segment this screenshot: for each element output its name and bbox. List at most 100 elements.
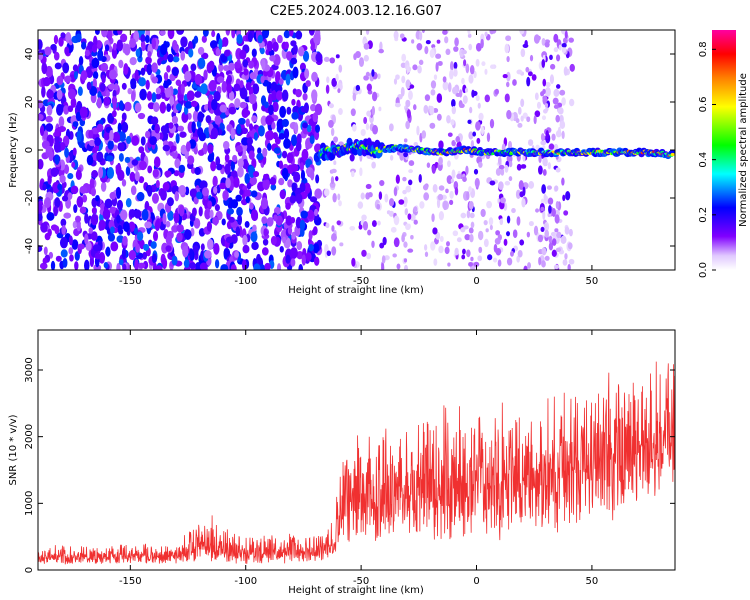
colorbar-tick-label: 0.0 bbox=[698, 262, 709, 278]
noise-cell bbox=[544, 41, 550, 48]
noise-cell bbox=[167, 53, 174, 63]
noise-cell bbox=[338, 64, 343, 73]
noise-cell bbox=[371, 69, 375, 77]
noise-cell bbox=[551, 207, 556, 217]
noise-cell bbox=[295, 30, 303, 40]
noise-cell bbox=[234, 251, 240, 258]
noise-cell bbox=[561, 130, 565, 140]
noise-cell bbox=[161, 257, 168, 270]
noise-cell bbox=[456, 173, 462, 180]
noise-cell bbox=[262, 238, 269, 246]
noise-cell bbox=[303, 182, 311, 194]
spectrogram-y-ticks: -40 -20 0 20 40 bbox=[24, 48, 675, 254]
noise-cell bbox=[160, 130, 169, 143]
noise-cell bbox=[237, 166, 244, 178]
noise-cell bbox=[435, 231, 441, 240]
noise-cell bbox=[59, 174, 66, 184]
noise-cell bbox=[450, 119, 455, 126]
noise-cell bbox=[124, 101, 132, 112]
noise-cell bbox=[68, 247, 74, 255]
noise-cell bbox=[483, 219, 488, 226]
noise-cell bbox=[430, 89, 436, 96]
noise-cell bbox=[461, 49, 467, 55]
noise-cell bbox=[329, 57, 336, 64]
noise-cell bbox=[393, 30, 399, 40]
noise-cell bbox=[295, 141, 302, 152]
noise-cell bbox=[118, 131, 126, 142]
noise-cell bbox=[60, 32, 66, 39]
noise-cell bbox=[184, 71, 192, 82]
noise-cell bbox=[93, 35, 98, 47]
noise-cell bbox=[56, 103, 64, 116]
noise-cell bbox=[164, 87, 172, 98]
noise-cell bbox=[315, 124, 320, 133]
noise-cell bbox=[251, 48, 257, 58]
noise-cell bbox=[241, 137, 250, 146]
noise-cell bbox=[46, 89, 54, 99]
y-tick-label: 40 bbox=[24, 48, 35, 61]
noise-cell bbox=[413, 104, 417, 111]
noise-cell bbox=[531, 74, 537, 81]
noise-cell bbox=[218, 182, 227, 190]
noise-cell bbox=[542, 157, 548, 167]
noise-cell bbox=[562, 259, 568, 266]
noise-cell bbox=[237, 158, 244, 168]
noise-cell bbox=[358, 224, 363, 230]
noise-cell bbox=[469, 233, 474, 243]
noise-cell bbox=[109, 129, 114, 142]
noise-cell bbox=[516, 255, 520, 263]
noise-cell bbox=[58, 36, 64, 47]
noise-cell bbox=[395, 74, 400, 80]
noise-cell bbox=[544, 255, 550, 261]
noise-cell bbox=[505, 35, 512, 42]
noise-cell bbox=[194, 91, 202, 98]
noise-cell bbox=[275, 71, 281, 81]
noise-cell bbox=[206, 221, 212, 232]
spectrogram-x-ticks: -150 -100 -50 0 50 bbox=[119, 30, 598, 287]
noise-cell bbox=[168, 122, 174, 129]
noise-cell bbox=[91, 207, 97, 215]
y-tick-label: 20 bbox=[24, 96, 35, 109]
noise-cell bbox=[103, 96, 111, 107]
noise-cell bbox=[138, 176, 145, 184]
noise-cell bbox=[325, 84, 330, 94]
noise-cell bbox=[41, 86, 46, 98]
noise-cell bbox=[256, 152, 264, 161]
noise-cell bbox=[126, 135, 132, 145]
noise-cell bbox=[445, 48, 451, 56]
noise-cell bbox=[76, 196, 84, 208]
noise-cell bbox=[371, 161, 376, 169]
noise-cell bbox=[497, 156, 502, 166]
noise-cell bbox=[506, 81, 510, 88]
noise-cell bbox=[187, 112, 192, 120]
noise-cell bbox=[43, 197, 52, 209]
noise-cell bbox=[444, 246, 450, 255]
noise-cell bbox=[393, 215, 400, 226]
noise-cell bbox=[553, 264, 560, 270]
noise-cell bbox=[555, 114, 560, 123]
noise-cell bbox=[134, 102, 142, 113]
noise-cell bbox=[70, 185, 79, 195]
noise-cell bbox=[279, 245, 284, 253]
noise-cell bbox=[107, 233, 116, 242]
noise-cell bbox=[257, 147, 262, 155]
noise-cell bbox=[298, 264, 304, 270]
noise-cell bbox=[269, 55, 276, 62]
noise-cell bbox=[561, 97, 566, 106]
noise-cell bbox=[164, 170, 172, 177]
noise-cell bbox=[506, 257, 513, 266]
noise-cell bbox=[77, 243, 85, 250]
noise-cell bbox=[121, 247, 127, 260]
noise-cell bbox=[104, 198, 113, 209]
noise-cell bbox=[484, 68, 488, 75]
noise-cell bbox=[118, 59, 124, 69]
noise-cell bbox=[91, 170, 99, 179]
noise-cell bbox=[128, 250, 137, 261]
noise-cell bbox=[122, 235, 128, 246]
noise-cell bbox=[283, 128, 290, 140]
noise-cell bbox=[228, 216, 235, 223]
noise-cell bbox=[105, 246, 111, 257]
noise-cell bbox=[74, 261, 79, 270]
noise-cell bbox=[110, 241, 119, 252]
noise-cell bbox=[268, 104, 274, 116]
